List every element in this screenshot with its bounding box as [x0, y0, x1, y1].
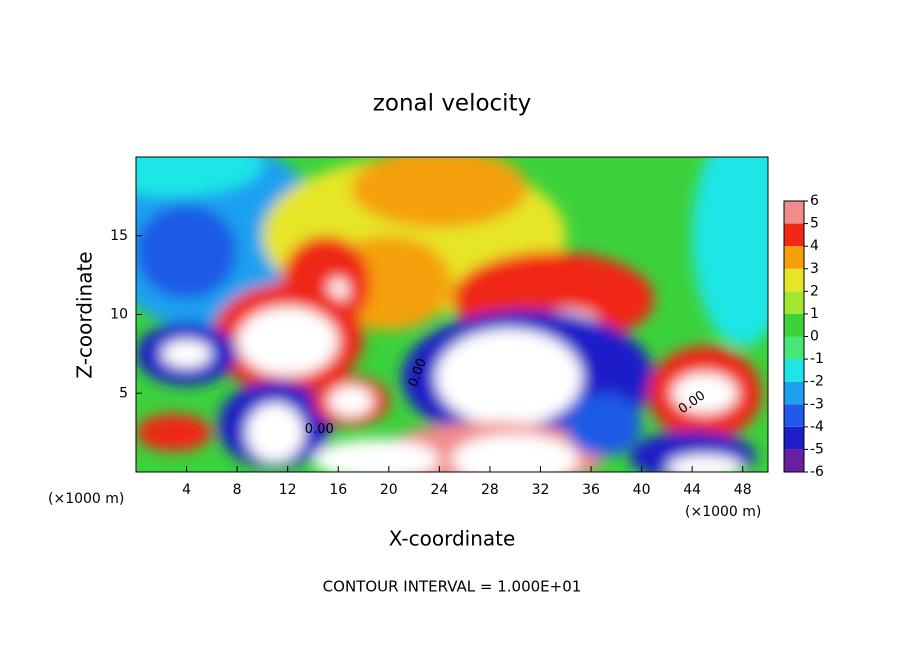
colorbar-label: -6 — [810, 464, 824, 480]
footer-note: CONTOUR INTERVAL = 1.000E+01 — [323, 578, 582, 596]
colorbar-swatch — [784, 201, 804, 224]
y-axis-label: Z-coordinate — [73, 251, 97, 378]
field-blob — [666, 454, 743, 472]
x-tick-label: 36 — [582, 482, 600, 498]
colorbar-label: 4 — [810, 238, 819, 254]
colorbar-label: 5 — [810, 216, 819, 232]
x-unit: (×1000 m) — [48, 491, 124, 507]
colorbar-swatch — [784, 359, 804, 382]
velocity-field: 0.000.000.00 — [136, 157, 768, 472]
field-blob — [350, 157, 528, 228]
field-blob — [730, 157, 768, 236]
x-tick-label: 48 — [734, 482, 752, 498]
x-tick-label: 16 — [329, 482, 347, 498]
colorbar-swatch — [784, 381, 804, 405]
colorbar-label: 3 — [810, 261, 819, 277]
x-tick-label: 4 — [182, 482, 191, 498]
field-blob — [245, 402, 305, 463]
colorbar-label: 0 — [810, 329, 819, 345]
field-blob — [136, 157, 263, 197]
colorbar-label: 6 — [810, 193, 819, 209]
x-axis-label: X-coordinate — [389, 527, 516, 551]
colorbar-label: -2 — [810, 374, 824, 390]
colorbar-label: 2 — [810, 283, 819, 299]
x-tick-label: 32 — [532, 482, 550, 498]
x-tick-label: 44 — [683, 482, 701, 498]
field-blobs — [136, 157, 768, 472]
chart-title: zonal velocity — [373, 91, 531, 117]
colorbar-swatch — [784, 268, 804, 292]
colorbar-swatch — [784, 291, 804, 314]
field-blob — [312, 438, 440, 472]
field-blob — [328, 385, 374, 417]
x-tick-label: 24 — [430, 482, 448, 498]
x-tick-label: 12 — [279, 482, 297, 498]
x-tick-label: 8 — [233, 482, 242, 498]
colorbar-swatch — [784, 246, 804, 269]
colorbar-swatch — [784, 223, 804, 247]
y-tick-label: 10 — [110, 307, 128, 323]
x-tick-label: 40 — [633, 482, 651, 498]
y-tick-label: 5 — [119, 385, 128, 401]
colorbar-label: -4 — [810, 419, 824, 435]
colorbar-swatch — [784, 336, 804, 360]
field-blob — [671, 372, 738, 414]
colorbar-label: -1 — [810, 351, 824, 367]
x-tick-label: 28 — [481, 482, 499, 498]
x-tick-label: 20 — [380, 482, 398, 498]
contour-label: 0.00 — [305, 422, 334, 437]
y-tick-label: 15 — [110, 228, 128, 244]
colorbar-label: 1 — [810, 306, 819, 322]
colorbar-label: -5 — [810, 441, 824, 457]
field-blob — [435, 328, 583, 427]
colorbar-swatch — [784, 313, 804, 337]
field-blob — [565, 393, 642, 457]
x-unit: (×1000 m) — [685, 504, 761, 520]
field-blob — [136, 204, 238, 299]
field-blob — [452, 434, 579, 472]
colorbar-swatch — [784, 404, 804, 427]
colorbar-swatch — [784, 449, 804, 472]
field-blob — [161, 339, 212, 369]
colorbar-label: -3 — [810, 396, 824, 412]
field-blob — [237, 306, 339, 376]
field-blob — [136, 413, 212, 452]
colorbar-swatch — [784, 426, 804, 450]
